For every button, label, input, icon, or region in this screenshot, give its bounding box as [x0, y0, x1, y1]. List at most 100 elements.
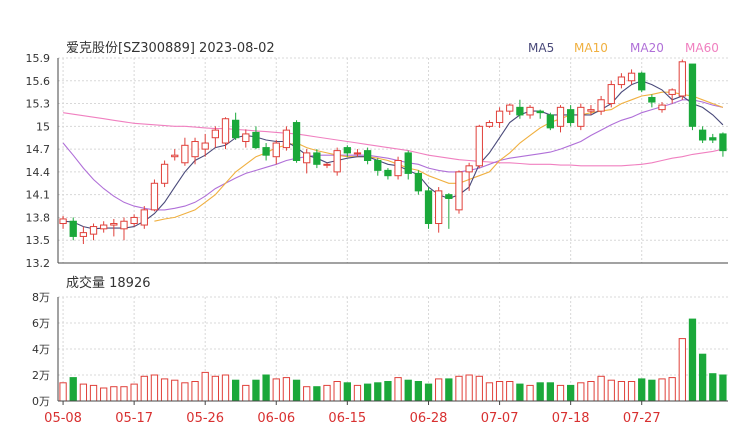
candle-body [59, 218, 67, 225]
volume-bar [435, 378, 443, 402]
date-tick-label: 05-17 [115, 411, 153, 426]
candle-body [130, 216, 138, 225]
ma10-line [154, 91, 724, 222]
candle-body [516, 106, 524, 116]
date-tick-label: 06-28 [410, 411, 448, 426]
candle-body [698, 129, 707, 141]
candle-body [719, 133, 727, 152]
candle-body [506, 104, 514, 112]
volume-bar [79, 383, 88, 402]
volume-tick-label: 2万 [32, 369, 50, 382]
candle-body [140, 209, 148, 226]
volume-bar [59, 382, 67, 402]
volume-bar [140, 375, 148, 402]
candle-body [211, 129, 219, 139]
volume-bar [343, 382, 351, 402]
ma20-line [62, 99, 724, 211]
volume-bar [120, 386, 128, 402]
candle-body [668, 89, 676, 95]
date-tick-label: 07-27 [623, 411, 661, 426]
candle-body [272, 142, 280, 158]
volume-bar [262, 374, 270, 402]
volume-bar [191, 381, 199, 402]
candle-body [627, 72, 636, 82]
candle-body [69, 220, 77, 237]
chart-title: 爱克股份[SZ300889] 2023-08-02 [66, 41, 275, 56]
price-tick-label: 15.3 [26, 98, 51, 111]
volume-bar [201, 371, 209, 402]
volume-bar [445, 378, 453, 402]
legend-ma20: MA20 [630, 41, 664, 55]
candle-body [221, 118, 230, 144]
volume-bar [100, 387, 108, 402]
moving-average-lines [62, 80, 724, 230]
candle-body [292, 122, 301, 162]
candle-body [536, 110, 544, 114]
candle-body [150, 182, 159, 211]
candle-body [171, 154, 179, 158]
candle-body [323, 163, 331, 166]
volume-bar [333, 381, 341, 402]
date-tick-label: 05-08 [44, 411, 82, 426]
volume-bar [292, 379, 301, 402]
volume-bar [363, 383, 372, 402]
volume-bar [303, 386, 311, 402]
candle-body [181, 144, 189, 164]
volume-tick-label: 6万 [32, 317, 50, 330]
price-tick-label: 14.7 [26, 143, 51, 156]
volume-bar [455, 375, 463, 402]
candle-body [495, 110, 504, 124]
candle-body [617, 76, 626, 86]
candle-body [526, 106, 534, 116]
candle-body [404, 152, 412, 174]
volume-bar [709, 373, 717, 402]
price-gridlines [58, 57, 728, 264]
candle-body [485, 122, 494, 127]
candle-body [414, 172, 423, 192]
volume-bar [607, 379, 615, 402]
volume-bar [374, 382, 382, 402]
legend-ma60: MA60 [685, 41, 719, 55]
candle-body [475, 125, 483, 167]
volume-bar [394, 377, 402, 402]
candle-body [709, 137, 717, 141]
volume-bar [171, 379, 179, 402]
price-tick-label: 13.5 [26, 234, 51, 247]
candle-body [252, 131, 260, 149]
candle-body [333, 150, 341, 173]
candle-body [79, 232, 88, 237]
candle-body [303, 152, 311, 164]
candle-body [232, 119, 240, 139]
volume-tick-label: 8万 [32, 291, 50, 304]
volume-bar [150, 374, 159, 402]
price-tick-label: 14.4 [26, 166, 51, 179]
price-tick-label: 15.6 [26, 75, 51, 88]
candle-body [424, 190, 433, 225]
volume-bar [323, 384, 331, 402]
volume-bar [648, 379, 656, 402]
volume-bar [546, 382, 554, 402]
volume-bar [181, 382, 189, 402]
candle-body [688, 63, 697, 127]
candle-body [242, 133, 250, 143]
date-tick-label: 07-18 [552, 411, 590, 426]
volume-bar [424, 383, 433, 402]
legend-ma10: MA10 [574, 41, 608, 55]
candle-body [587, 109, 595, 112]
candle-body [465, 165, 473, 173]
price-tick-label: 13.2 [26, 257, 51, 270]
volume-bar [242, 384, 250, 402]
volume-tick-label: 0万 [32, 395, 50, 408]
candle-body [435, 190, 443, 225]
candle-body [607, 84, 615, 105]
candle-body [678, 61, 686, 97]
candle-body [394, 160, 402, 177]
volume-bar [698, 353, 707, 402]
candle-body [567, 109, 575, 124]
candle-body [160, 163, 169, 184]
date-tick-label: 06-06 [257, 411, 295, 426]
volume-bar [627, 381, 636, 402]
volume-bar [597, 375, 605, 402]
